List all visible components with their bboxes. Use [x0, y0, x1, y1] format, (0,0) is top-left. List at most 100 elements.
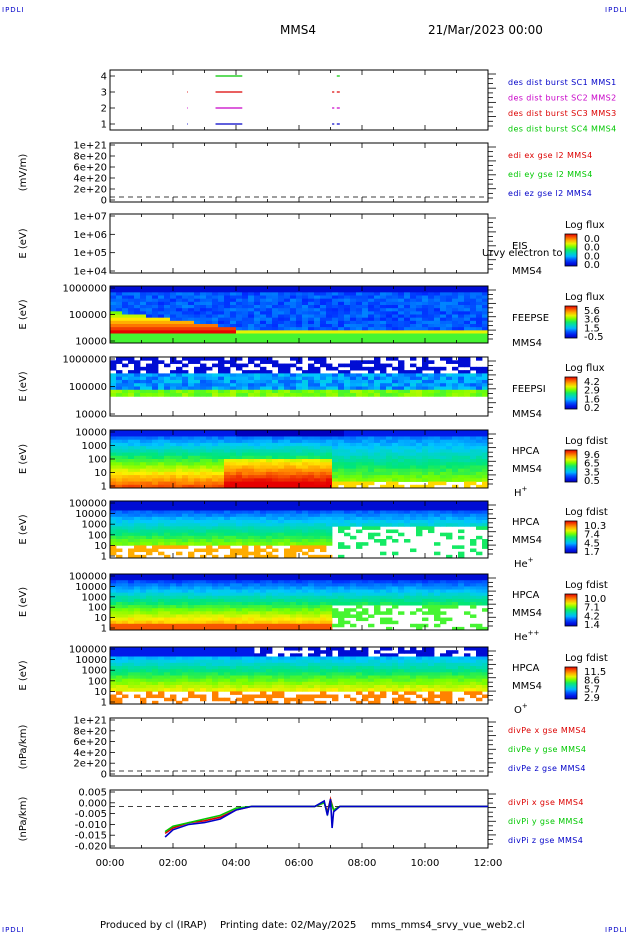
spectro-cell: [350, 586, 357, 590]
spectro-cell: [434, 510, 441, 515]
spectro-cell: [182, 592, 189, 597]
spectro-cell: [422, 363, 429, 368]
spectro-cell: [374, 449, 381, 453]
spectro-cell: [410, 459, 417, 463]
spectro-cell: [338, 580, 345, 584]
spectro-cell: [464, 611, 471, 615]
spectro-cell: [164, 462, 171, 466]
spectro-cell: [458, 602, 465, 606]
spectro-cell: [470, 523, 477, 527]
spectro-cell: [272, 586, 279, 590]
spectro-cell: [164, 595, 171, 600]
spectro-cell: [194, 672, 201, 676]
spectro-cell: [434, 617, 441, 622]
spectro-cell: [434, 298, 441, 303]
spectro-cell: [146, 305, 153, 309]
spectro-cell: [410, 478, 417, 482]
spectro-cell: [470, 324, 477, 328]
spectro-cell: [422, 462, 429, 466]
spectro-cell: [338, 455, 345, 460]
spectro-cell: [404, 452, 411, 457]
spectro-cell: [350, 583, 357, 587]
spectro-cell: [446, 523, 453, 527]
spectro-cell: [254, 586, 261, 590]
spectro-cell: [428, 452, 435, 457]
spectro-cell: [428, 583, 435, 587]
spectro-cell: [332, 320, 339, 325]
spectro-cell: [344, 523, 351, 527]
spectro-cell: [116, 471, 123, 476]
spectro-cell: [182, 484, 189, 489]
spectro-cell: [134, 465, 141, 470]
spectro-cell: [182, 459, 189, 463]
spectro-cell: [266, 305, 273, 309]
spectro-cell: [248, 529, 255, 534]
spectro-cell: [476, 520, 483, 524]
spectro-cell: [266, 481, 273, 486]
spectro-cell: [446, 446, 453, 450]
spectro-cell: [404, 516, 411, 521]
spectro-cell: [224, 292, 231, 296]
spectro-cell: [194, 614, 201, 618]
spectro-cell: [236, 504, 243, 508]
spectro-cell: [434, 433, 441, 437]
spectro-cell: [380, 379, 387, 384]
spectro-cell: [350, 577, 357, 581]
spectro-cell: [314, 504, 321, 508]
spectro-cell: [188, 286, 195, 290]
spectro-cell: [380, 286, 387, 290]
spectro-cell: [128, 292, 135, 296]
spectro-cell: [362, 295, 369, 300]
spectro-cell: [116, 605, 123, 609]
spectro-cell: [308, 430, 315, 434]
spectro-cell: [134, 659, 141, 664]
spectro-cell: [332, 523, 339, 527]
spectro-cell: [428, 459, 435, 463]
spectro-cell: [386, 442, 393, 447]
spectro-cell: [242, 526, 249, 530]
spectro-cell: [146, 662, 153, 667]
spectro-cell: [434, 442, 441, 447]
spectro-cell: [344, 295, 351, 300]
spectro-cell: [116, 595, 123, 600]
spectro-cell: [194, 513, 201, 518]
spectro-cell: [176, 595, 183, 600]
spectro-cell: [344, 433, 351, 437]
spectro-cell: [332, 507, 339, 511]
spectro-cell: [146, 685, 153, 689]
spectro-cell: [128, 535, 135, 540]
spectro-cell: [374, 459, 381, 463]
spectro-cell: [278, 333, 285, 338]
spectro-cell: [380, 462, 387, 466]
spectro-cell: [356, 433, 363, 437]
spectro-cell: [272, 317, 279, 322]
spectro-cell: [182, 471, 189, 476]
spectro-cell: [344, 320, 351, 325]
spectro-cell: [242, 529, 249, 534]
spectro-cell: [356, 507, 363, 511]
spectro-cell: [236, 317, 243, 322]
spectro-cell: [176, 611, 183, 615]
spectro-cell: [266, 289, 273, 293]
spectro-cell: [236, 602, 243, 606]
spectro-cell: [368, 289, 375, 293]
spectro-cell: [230, 301, 237, 306]
spectro-cell: [152, 298, 159, 303]
spectro-cell: [260, 286, 267, 290]
spectro-cell: [164, 614, 171, 618]
spectro-cell: [266, 471, 273, 476]
spectro-cell: [440, 574, 447, 578]
spectro-cell: [200, 577, 207, 581]
spectro-cell: [482, 539, 489, 543]
spectro-cell: [452, 577, 459, 581]
spectro-cell: [278, 324, 285, 328]
spectro-cell: [140, 462, 147, 466]
spectro-cell: [344, 339, 351, 344]
spectro-cell: [206, 626, 213, 631]
spectro-cell: [188, 317, 195, 322]
spectro-cell: [182, 507, 189, 511]
spectro-cell: [296, 520, 303, 524]
spectro-cell: [266, 333, 273, 338]
spectro-cell: [146, 516, 153, 521]
spectro-cell: [122, 379, 129, 384]
